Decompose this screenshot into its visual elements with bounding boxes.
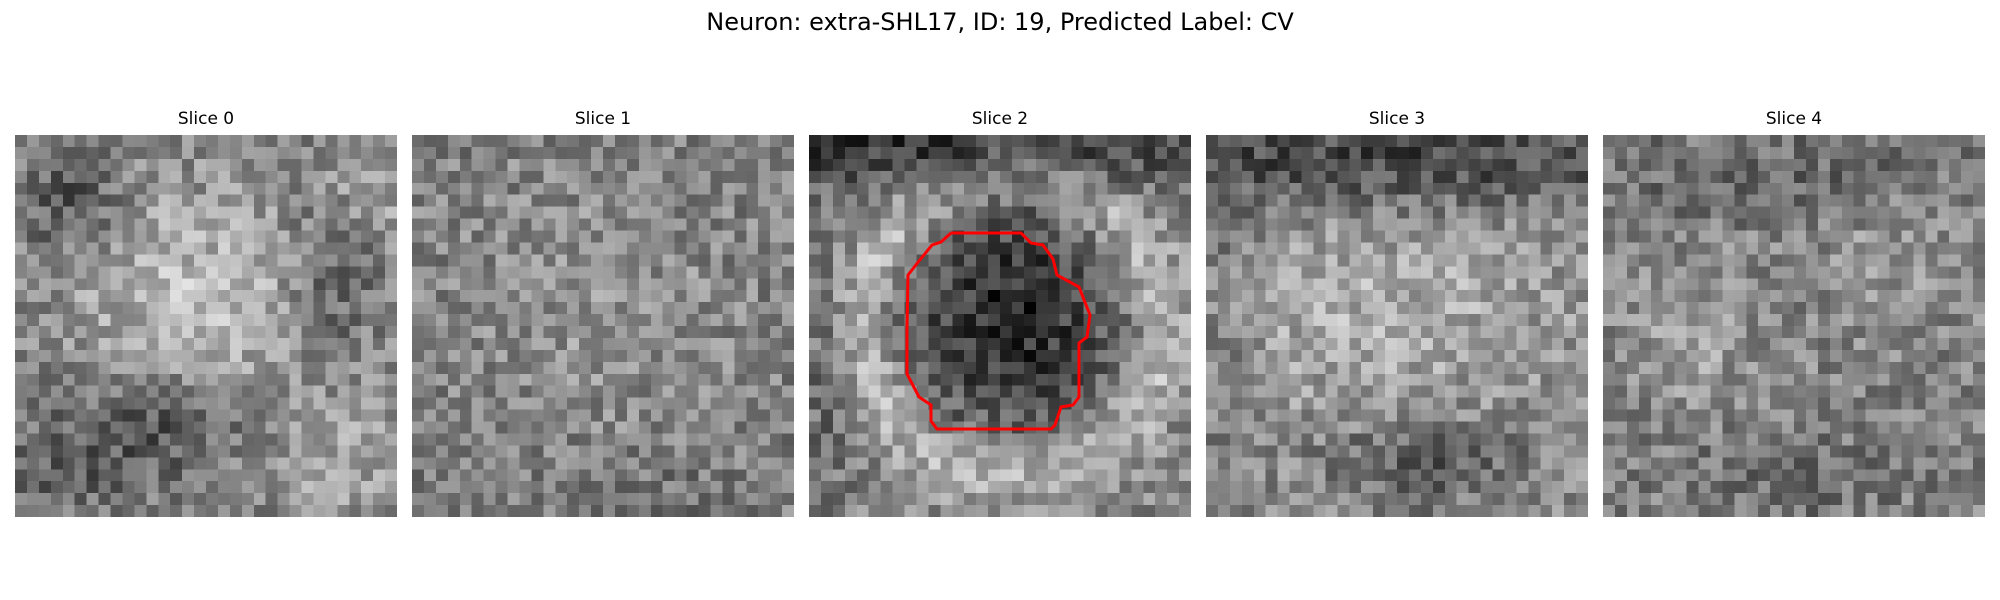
slice-2-image [809, 135, 1191, 517]
slice-4-image [1603, 135, 1985, 517]
panel-title-slice-1: Slice 1 [574, 109, 632, 129]
panel-title-slice-4: Slice 4 [1765, 109, 1823, 129]
panel-title-slice-3: Slice 3 [1368, 109, 1426, 129]
slice-3-image [1206, 135, 1588, 517]
slice-0-image [15, 135, 397, 517]
panel-title-slice-2: Slice 2 [971, 109, 1029, 129]
panel-title-slice-0: Slice 0 [177, 109, 235, 129]
slice-1-image [412, 135, 794, 517]
figure-title: Neuron: extra-SHL17, ID: 19, Predicted L… [706, 8, 1294, 36]
